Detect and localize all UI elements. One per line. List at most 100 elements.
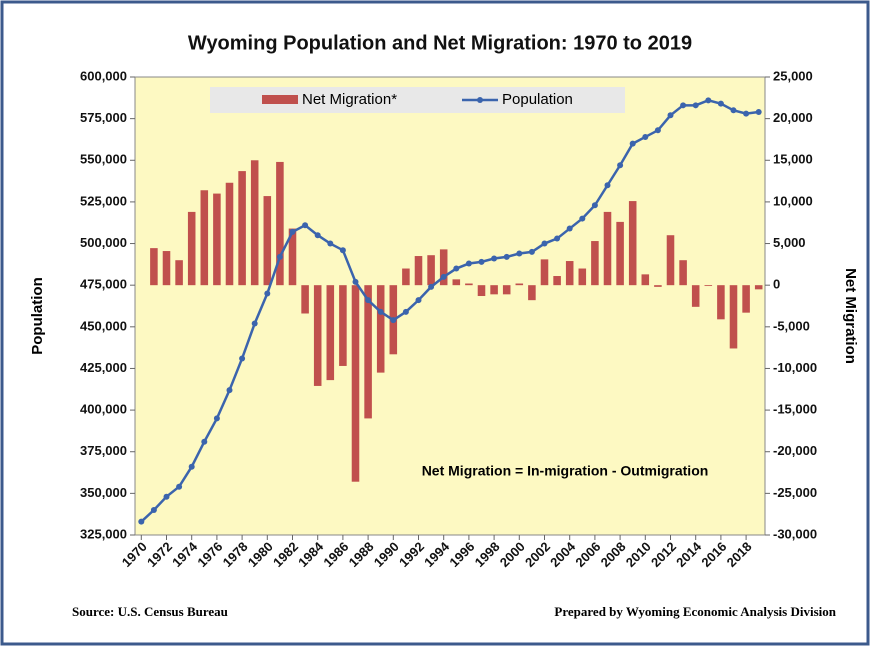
marker	[352, 278, 359, 285]
bar	[225, 182, 234, 286]
bar	[276, 161, 284, 286]
marker	[554, 235, 561, 242]
marker	[743, 110, 750, 117]
bar	[528, 285, 536, 301]
bar	[717, 285, 725, 320]
y2-tick-label: 20,000	[773, 110, 813, 125]
y-tick-label: 325,000	[80, 526, 127, 541]
marker	[591, 202, 598, 209]
bar	[313, 285, 322, 386]
bar	[729, 285, 738, 349]
bar	[150, 248, 158, 286]
bar	[691, 285, 700, 307]
bar	[351, 285, 360, 482]
bar	[603, 211, 612, 286]
bar	[553, 276, 561, 286]
bar	[452, 279, 461, 286]
y2-tick-label: -5,000	[773, 318, 810, 333]
bar	[414, 256, 423, 286]
marker	[415, 297, 422, 304]
marker	[654, 127, 661, 134]
y-tick-label: 575,000	[80, 110, 127, 125]
y2-tick-label: 0	[773, 277, 780, 292]
y2-tick-label: -10,000	[773, 360, 817, 375]
marker	[667, 112, 674, 119]
marker	[251, 320, 258, 327]
bar	[200, 190, 209, 286]
bar	[616, 221, 624, 286]
marker	[226, 387, 233, 394]
marker	[491, 255, 498, 262]
source: Source: U.S. Census Bureau	[72, 604, 228, 619]
bar	[465, 283, 473, 286]
bar	[427, 255, 435, 286]
marker	[289, 228, 296, 235]
y-tick-label: 500,000	[80, 235, 127, 250]
bar	[250, 160, 259, 286]
bar	[402, 268, 410, 286]
y2-tick-label: 10,000	[773, 193, 813, 208]
bar	[301, 285, 309, 314]
marker	[377, 308, 384, 315]
marker	[327, 240, 334, 247]
y-tick-label: 425,000	[80, 360, 127, 375]
bar	[679, 260, 687, 286]
legend-label: Population	[502, 91, 573, 108]
bar	[591, 241, 599, 286]
bar	[754, 285, 763, 290]
bar	[641, 274, 650, 286]
bar	[162, 251, 171, 286]
bar	[213, 193, 221, 286]
bar	[565, 261, 574, 286]
bar	[578, 268, 587, 286]
chart-title: Wyoming Population and Net Migration: 19…	[188, 32, 692, 54]
y2-tick-label: -15,000	[773, 402, 817, 417]
marker	[541, 240, 548, 247]
bar	[502, 285, 511, 295]
y-axis-title: Population	[29, 277, 46, 355]
bar	[654, 285, 662, 287]
marker	[642, 133, 649, 140]
marker	[339, 247, 346, 254]
bar	[540, 259, 549, 286]
bar	[742, 285, 750, 313]
y2-tick-label: -20,000	[773, 443, 817, 458]
bar	[439, 249, 448, 286]
y-tick-label: 600,000	[80, 68, 127, 83]
marker	[503, 253, 510, 260]
bar	[515, 283, 524, 286]
marker	[755, 108, 762, 115]
bar	[364, 285, 372, 419]
y-tick-label: 525,000	[80, 193, 127, 208]
bar	[288, 228, 297, 286]
bar	[187, 211, 196, 286]
bar	[175, 260, 183, 286]
marker	[629, 140, 636, 147]
bar	[666, 235, 675, 286]
bar	[490, 285, 498, 295]
bar	[628, 201, 637, 286]
y2-tick-label: -25,000	[773, 485, 817, 500]
plot-area	[134, 76, 766, 536]
marker	[604, 182, 611, 189]
marker	[528, 248, 535, 255]
marker	[138, 518, 145, 525]
bar	[326, 285, 335, 381]
y-tick-label: 475,000	[80, 277, 127, 292]
credit: Prepared by Wyoming Economic Analysis Di…	[554, 604, 836, 619]
bar	[376, 285, 385, 373]
annotation: Net Migration = In-migration - Outmigrat…	[422, 463, 709, 479]
marker	[453, 265, 460, 272]
bar	[339, 285, 347, 366]
y2-axis-title: Net Migration	[842, 268, 859, 364]
marker	[402, 308, 409, 315]
marker	[264, 290, 271, 297]
marker	[440, 273, 447, 280]
y2-tick-label: 15,000	[773, 152, 813, 167]
y2-tick-label: -30,000	[773, 526, 817, 541]
marker	[730, 107, 737, 114]
marker	[705, 97, 712, 104]
bar	[238, 171, 246, 286]
y-tick-label: 350,000	[80, 485, 127, 500]
y2-tick-label: 5,000	[773, 235, 806, 250]
